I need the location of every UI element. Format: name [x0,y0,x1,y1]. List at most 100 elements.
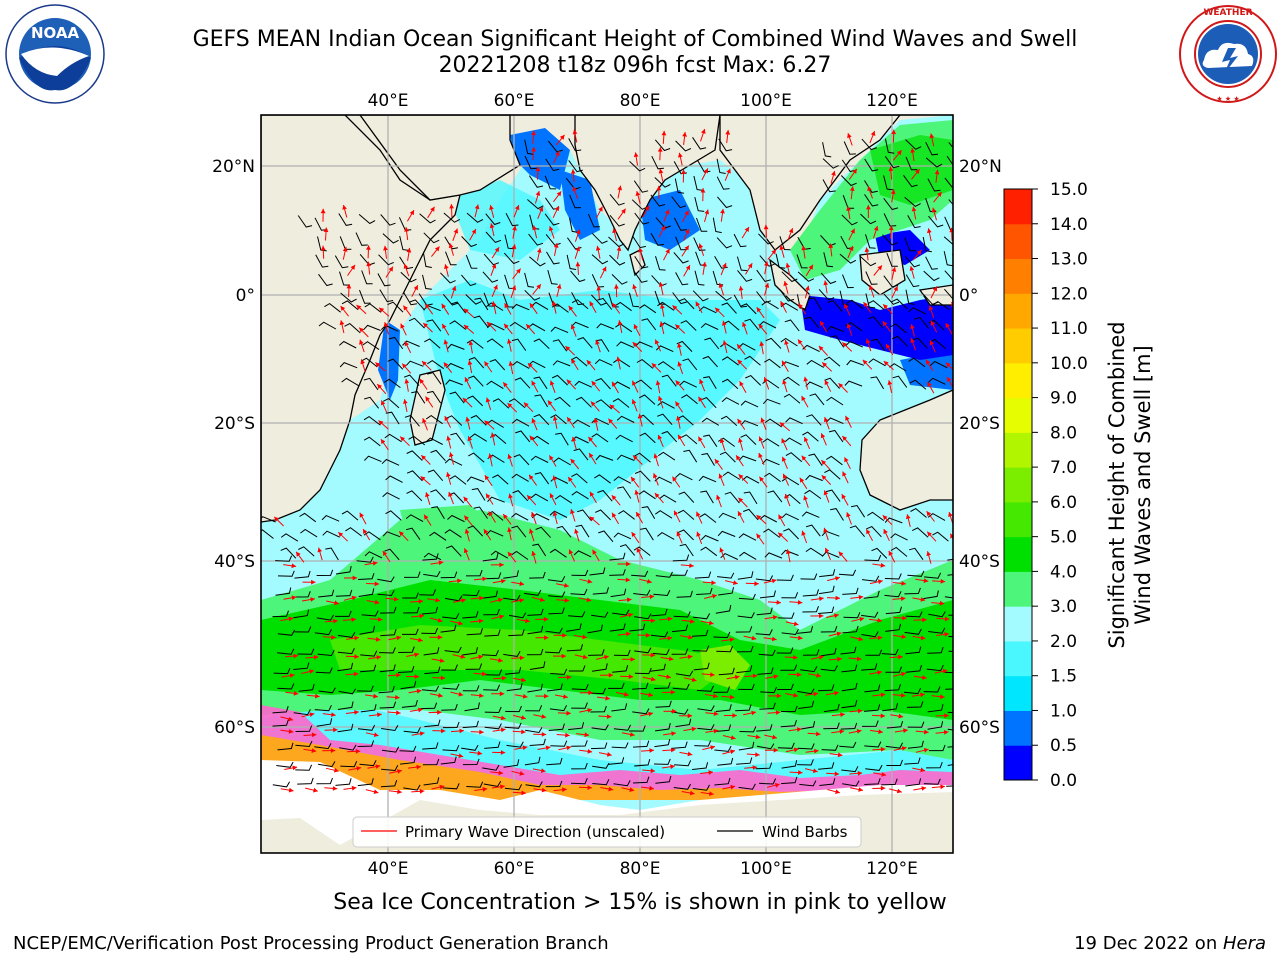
wind-barb [613,476,632,484]
wind-barb [806,359,824,368]
wind-barb [406,490,423,502]
wind-barb [272,706,289,714]
wave-arrow [778,514,786,527]
wind-barb [610,588,627,598]
wind-barb [737,612,755,619]
wave-arrow [789,635,803,641]
wave-arrow [721,694,735,700]
wind-barb [655,775,672,784]
wind-barb [295,764,313,771]
wind-barb [842,625,859,634]
wave-arrow [571,436,577,450]
wave-arrow [611,512,620,525]
wind-barb [932,531,949,542]
wave-arrow [617,208,627,220]
wind-barb [672,292,687,305]
wind-barb [591,611,609,618]
wave-arrow [801,395,809,408]
wave-arrow [872,562,886,568]
wind-barb [825,455,843,466]
wind-barb [890,323,907,334]
wind-barb [948,142,953,149]
lat-ticks-left: 20°N 0° 20°S 40°S 60°S [212,157,255,738]
wind-barb [381,725,399,732]
wind-barb [870,338,886,352]
wave-arrow [295,551,305,563]
wind-barb [400,271,417,283]
wind-barb [616,341,634,349]
wave-arrow [513,204,520,218]
wind-barb [426,390,442,404]
wind-barb [762,438,780,447]
wind-barb [403,727,421,734]
wave-arrow [366,599,380,605]
wind-barb [944,216,953,231]
wind-barb [739,551,757,560]
wind-barbs-layer [261,137,953,791]
wind-barb [865,234,876,249]
wave-arrow [821,362,833,372]
wind-barb [401,699,418,708]
wave-arrow [474,204,480,218]
wave-arrow [825,613,839,619]
wind-barb [317,649,335,657]
wind-barb [822,158,839,169]
wind-barb [508,629,525,637]
wave-arrow [909,265,915,279]
wave-arrow [640,785,654,791]
wind-barb [721,378,739,390]
blue-coastal-australia [900,350,953,390]
wind-barb [928,377,946,385]
wind-barb [864,554,882,562]
wave-arrow [926,531,937,542]
wave-arrow [805,691,819,697]
wave-arrow [873,772,887,777]
wind-barb [534,472,550,485]
wave-arrow [661,764,675,770]
wave-arrow [681,169,686,183]
wave-arrow [783,280,789,294]
wave-arrow [760,417,767,430]
wind-barb [758,233,774,245]
wave-arrow [611,381,619,394]
wave-arrow [592,549,600,562]
wave-arrow [631,380,639,393]
wave-arrow [932,578,946,584]
wind-barb [694,196,705,212]
wave-arrow [533,714,547,719]
wind-barb [591,254,609,265]
wind-barb [634,212,650,225]
wind-barb [885,623,902,632]
wind-barb [716,158,726,174]
wind-barb [617,486,632,499]
wind-barb [800,666,818,673]
wave-arrow [642,768,656,774]
wind-barb [907,215,921,229]
wind-barb [925,141,939,156]
wave-arrow [742,321,748,335]
wave-arrow [425,492,431,505]
wave-arrow [635,190,641,204]
wind-barb [397,665,415,673]
wind-barb [482,552,499,562]
wave-arrow [423,514,432,526]
wind-barb [905,611,923,618]
wind-barb [654,738,671,748]
wave-arrow [681,210,690,223]
wind-barb [694,571,712,579]
wave-arrow [486,321,497,332]
wind-barb [339,744,357,751]
lat-tick-label: 60°S [959,718,1000,738]
wind-barb [527,683,543,693]
wind-barb [609,254,626,266]
wave-arrow [736,343,746,355]
wave-arrow [705,728,719,734]
wind-barb [364,455,382,463]
wave-arrow [782,473,790,486]
wind-barb [672,683,690,690]
wind-barb [280,547,297,559]
wind-barb [421,627,439,635]
wave-arrow [636,547,644,560]
wind-barb [299,512,317,523]
wind-barb [591,294,607,306]
